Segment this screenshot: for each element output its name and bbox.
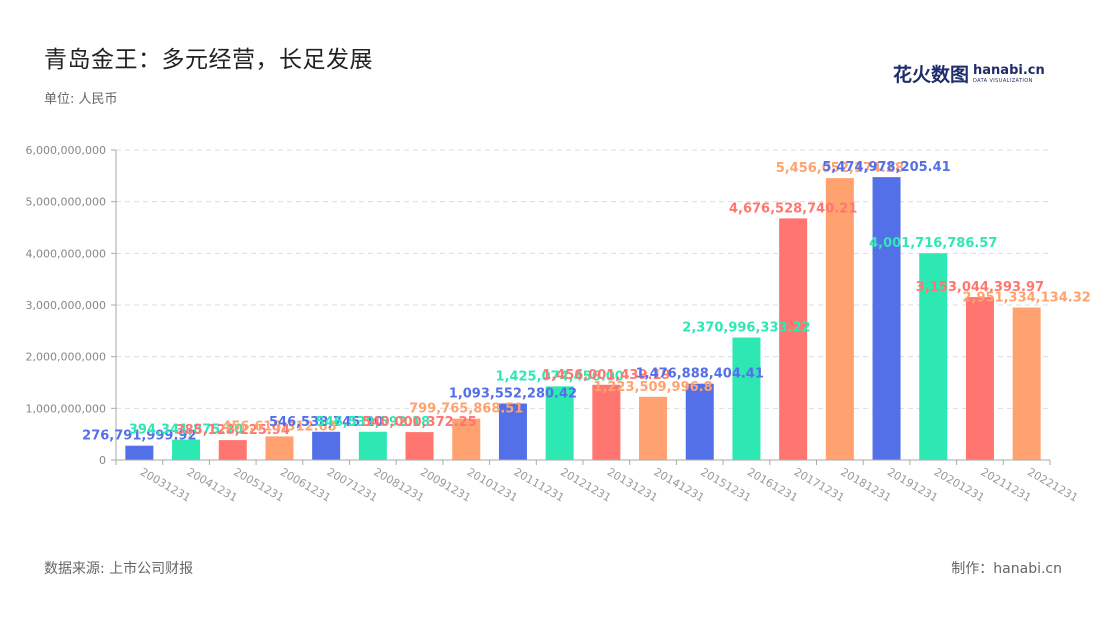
bar [498,403,527,460]
x-tick-label: 20051231 [231,465,286,504]
value-label: 5,456,052,174.28 [776,161,904,176]
bar [732,337,761,460]
bar [172,439,201,460]
value-label: 385,128,225.94 [176,423,290,438]
bar [265,436,294,460]
value-label: 540,000,372.25 [362,415,476,430]
x-tick-label: 20131231 [605,465,660,504]
x-tick-label: 20081231 [371,465,426,504]
bar [125,445,154,460]
bar [592,384,621,460]
bar [312,431,341,460]
x-tick-label: 20151231 [698,465,753,504]
bar [358,431,387,460]
value-label: 3,153,044,393.97 [916,280,1044,295]
value-labels: 276,791,999.92394,341,875.10385,128,225.… [82,160,1091,444]
value-label: 1,456,001,439.19 [542,368,670,383]
brand-tagline: DATA VISUALIZATION [973,77,1033,84]
y-tick-label: 5,000,000,000 [26,196,106,209]
chart-title: 青岛金王：多元经营，长足发展 [44,47,373,73]
x-axis: 2003123120041231200512312006123120071231… [115,459,1080,505]
x-tick-label: 20141231 [652,465,707,504]
x-tick-label: 20161231 [745,465,800,504]
brand-name-en: hanabi.cn DATA VISUALIZATION [973,64,1045,84]
y-tick-label: 4,000,000,000 [26,247,106,260]
x-tick-label: 20171231 [792,465,847,504]
bar [218,440,247,460]
brand-domain: hanabi.cn [973,62,1045,78]
bar [405,432,434,460]
x-tick-label: 20221231 [1025,465,1080,504]
x-tick-label: 20031231 [138,465,193,504]
value-label: 799,765,868.51 [409,402,523,417]
bar [872,177,901,460]
unit-label: 单位: 人民币 [44,92,118,107]
x-tick-label: 20101231 [465,465,520,504]
value-label: 394,341,875.10 [129,423,243,438]
bar [1012,307,1041,460]
y-tick-label: 1,000,000,000 [26,402,106,415]
value-label: 546,539,592.18 [316,415,430,430]
x-tick-label: 20041231 [185,465,240,504]
value-label: 546,538,745.10 [269,415,383,430]
x-tick-label: 20061231 [278,465,333,504]
x-tick-label: 20091231 [418,465,473,504]
value-label: 1,476,888,404.41 [636,367,764,382]
bar [452,418,481,460]
y-tick-label: 6,000,000,000 [26,144,106,157]
value-label: 1,223,509,996.8 [593,380,712,395]
value-label: 456,615,312.68 [222,419,336,434]
bar [685,383,714,460]
bar [825,178,854,460]
value-label: 276,791,999.92 [82,429,196,444]
y-tick-label: 3,000,000,000 [26,299,106,312]
y-tick-label: 0 [99,454,106,467]
x-tick-label: 20111231 [511,465,566,504]
bars [125,177,1041,460]
x-tick-label: 20071231 [325,465,380,504]
brand-logo: 花火数图 hanabi.cn DATA VISUALIZATION [893,60,1045,87]
x-tick-label: 20211231 [978,465,1033,504]
x-tick-label: 20201231 [932,465,987,504]
x-tick-label: 20191231 [885,465,940,504]
value-label: 2,951,334,134.32 [962,291,1090,306]
value-label: 5,474,978,205.41 [822,160,950,175]
x-tick-label: 20121231 [558,465,613,504]
value-label: 1,425,074,456.00 [495,369,623,384]
value-label: 1,093,552,280.42 [449,386,577,401]
maker-credit: 制作：hanabi.cn [951,561,1062,577]
brand-name-cn: 花火数图 [893,64,970,86]
bar [639,396,668,460]
bar [779,218,808,460]
value-label: 2,370,996,333.22 [682,320,810,335]
value-label: 4,001,716,786.57 [869,236,997,251]
y-tick-label: 2,000,000,000 [26,351,106,364]
x-tick-label: 20181231 [838,465,893,504]
bar [965,297,994,460]
value-label: 4,676,528,740.21 [729,201,857,216]
data-source: 数据来源: 上市公司财报 [44,561,194,577]
bar [919,253,948,460]
bar [545,386,574,460]
y-axis: 0 1,000,000,000 2,000,000,000 3,000,000,000… [26,144,117,467]
